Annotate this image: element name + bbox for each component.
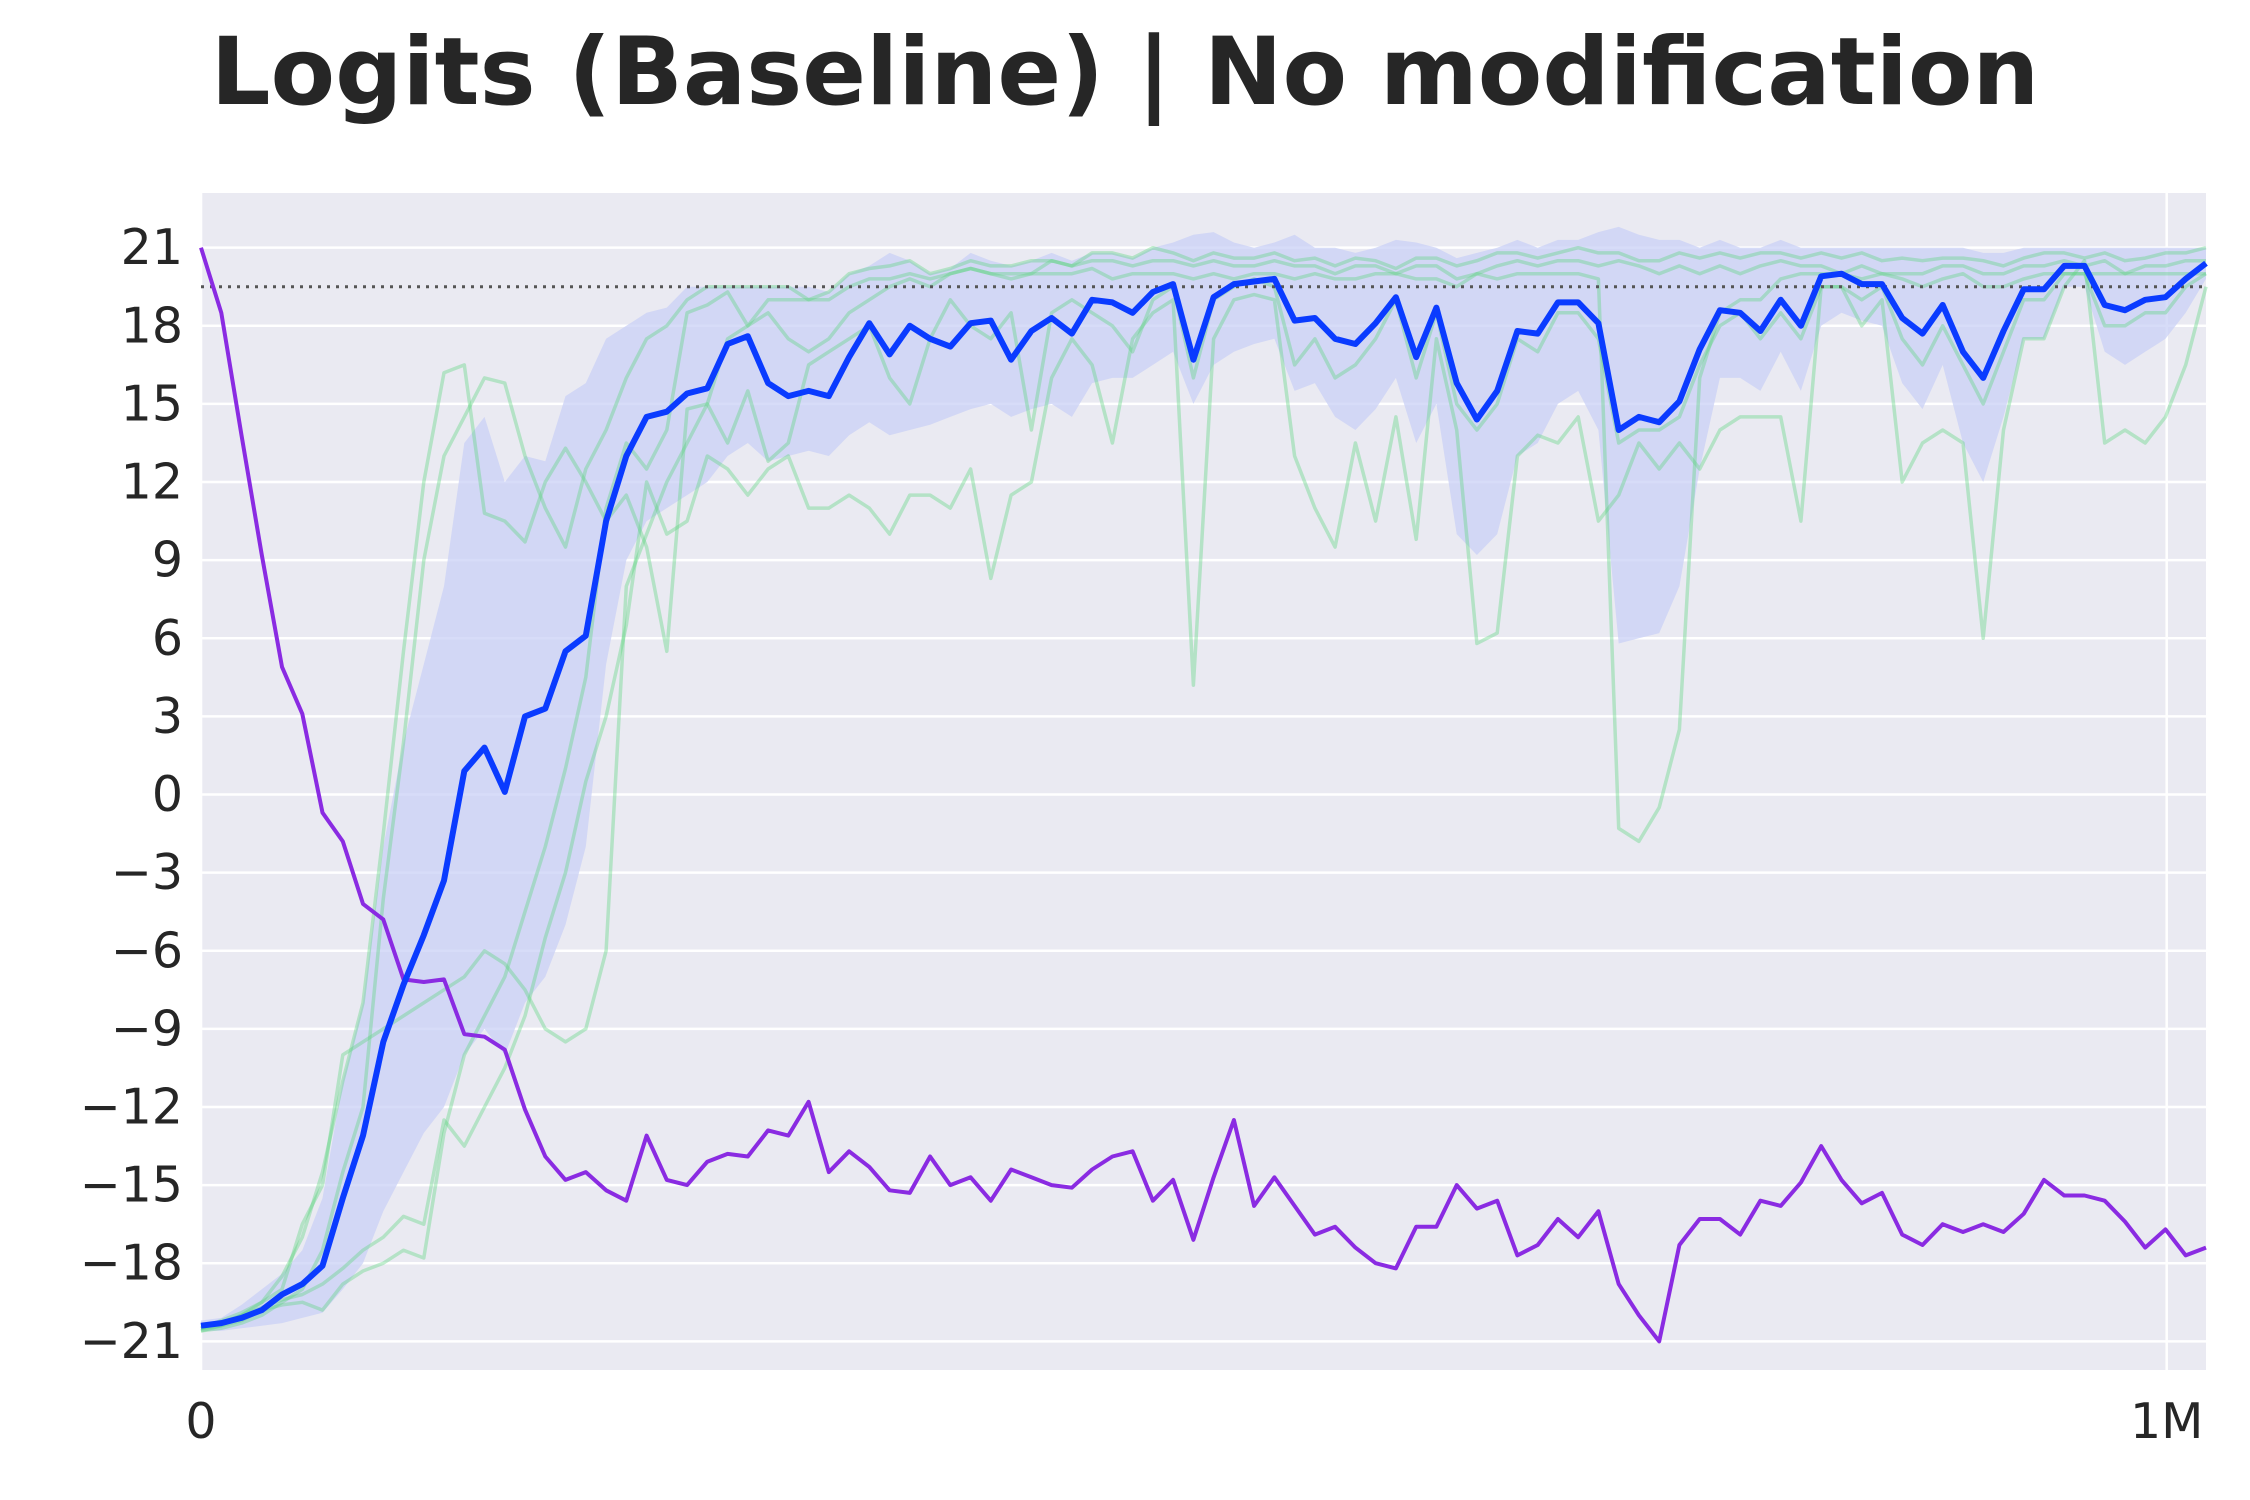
mean-series-line (200, 260, 2208, 1329)
y-tick-label: −21 (80, 1313, 183, 1370)
seed-run-line (200, 245, 2207, 1330)
y-tick-label: 9 (152, 532, 183, 589)
y-tick-label: 12 (121, 454, 183, 511)
y-tick-label: −15 (80, 1157, 183, 1214)
y-tick-label: −6 (111, 922, 183, 979)
x-tick-label: 0 (185, 1393, 216, 1450)
chart-title: Logits (Baseline) | No modification (210, 18, 2040, 127)
purple-series-line (199, 247, 2207, 1344)
seed-run-line (200, 258, 2208, 1331)
seed-run-line (200, 258, 2206, 1333)
x-tick-label: 1M (2130, 1393, 2203, 1450)
main-lines-layer (199, 247, 2208, 1344)
y-tick-label: −12 (80, 1078, 183, 1135)
tick-labels: −21 −18 −15 −12 −9 −6 −3 0 3 6 9 12 15 18 21 0 1M (80, 219, 2204, 1450)
y-tick-label: −18 (80, 1235, 183, 1292)
y-tick-label: 3 (152, 688, 183, 745)
seed-run-line (200, 271, 2207, 1330)
y-tick-label: 6 (152, 610, 183, 667)
y-tick-label: 18 (121, 297, 183, 354)
y-tick-label: 0 (152, 766, 183, 823)
band-layer (201, 226, 2206, 1331)
y-tick-label: −9 (111, 1000, 183, 1057)
seed-runs-layer (200, 245, 2208, 1333)
seed-run-line (200, 266, 2206, 1333)
y-tick-label: 15 (121, 375, 183, 432)
min-max-band (201, 226, 2206, 1331)
y-tick-label: −3 (111, 844, 183, 901)
y-tick-label: 21 (121, 219, 183, 276)
